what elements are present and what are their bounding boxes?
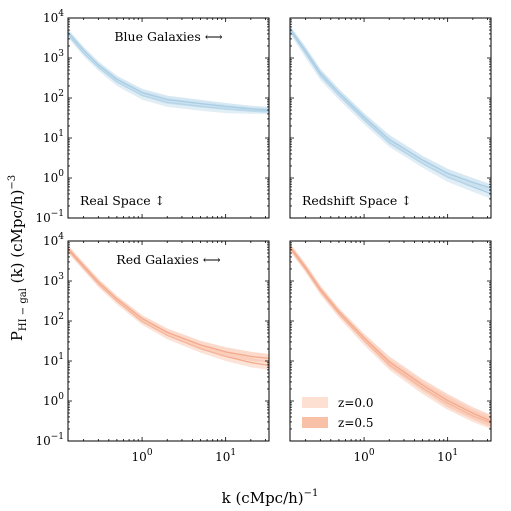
series-group	[290, 243, 491, 429]
x-axis-label-superscript: −1	[304, 488, 319, 499]
y-axis-label: PHI − gal (k) (cMpc/h)−3	[7, 175, 29, 341]
legend-swatch	[302, 397, 328, 408]
ticks	[290, 240, 491, 442]
line-z=0.0	[290, 247, 491, 424]
x-tick-label: 100	[354, 448, 375, 464]
x-axis-label: k (cMpc/h)−1	[222, 488, 319, 507]
panel-title: Blue Galaxies ⟷	[114, 29, 222, 44]
x-tick-label: 101	[437, 448, 458, 464]
y-tick-label: 100	[43, 169, 64, 185]
ticks	[68, 240, 269, 442]
legend-label: z=0.0	[338, 396, 373, 410]
panel-red-redshift: 100 101 z=0.0 z=0.5	[289, 240, 492, 464]
line-z=0.5	[290, 246, 491, 422]
line-z=0.5	[290, 28, 491, 189]
y-tick-label: 103	[43, 272, 64, 288]
y-axis-label-main: P	[8, 331, 26, 341]
y-axis-label-subscript: HI − gal	[18, 288, 29, 331]
panel-frame	[289, 17, 492, 219]
line-z=0.0	[290, 30, 491, 195]
y-axis-label-rest: (k) (cMpc/h)	[8, 190, 26, 289]
band-z=0.5	[290, 243, 491, 428]
y-tick-label: 104	[43, 232, 64, 248]
panel-blue-redshift: Redshift Space ↕	[289, 17, 492, 219]
y-tick-label: 101	[43, 129, 64, 145]
series-group	[290, 25, 491, 199]
panel-annotation: Real Space ↕	[80, 193, 165, 208]
y-tick-label: 102	[43, 89, 64, 105]
line-z=0.0	[68, 249, 269, 367]
panel-red-real: 10−1 100 101 102 103 104 100 101 Red Galaxies ⟷	[35, 232, 270, 464]
panel-frame	[67, 17, 270, 219]
line-z=0.5	[68, 247, 269, 360]
y-tick-label: 104	[43, 9, 64, 25]
y-tick-label: 101	[43, 352, 64, 368]
series-group	[68, 245, 269, 370]
x-axis-label-main: k (cMpc/h)	[222, 489, 304, 507]
ticks	[290, 17, 491, 219]
svg-text:k (cMpc/h)−1: k (cMpc/h)−1	[222, 488, 319, 507]
x-tick-label: 100	[132, 448, 153, 464]
y-axis-label-superscript: −3	[7, 175, 18, 190]
line-z=0.5	[68, 31, 269, 111]
band-z=0.0	[290, 26, 491, 199]
panel-annotation: Redshift Space ↕	[302, 193, 412, 208]
legend-label: z=0.5	[338, 416, 373, 430]
legend-swatch	[302, 417, 328, 428]
panel-frame	[67, 240, 270, 442]
y-tick-label: 10−1	[35, 432, 64, 448]
ticks	[68, 17, 269, 219]
legend: z=0.0 z=0.5	[302, 396, 373, 430]
panel-blue-real: 10−1 100 101 102 103 104 Blue Galaxies ⟷ Real S…	[35, 9, 270, 225]
y-tick-label: 102	[43, 312, 64, 328]
x-tick-label: 101	[215, 448, 236, 464]
band-z=0.5	[68, 29, 269, 114]
svg-text:PHI − gal (k) (cMpc/h)−3: PHI − gal (k) (cMpc/h)−3	[7, 175, 29, 341]
y-tick-label: 103	[43, 49, 64, 65]
series-group	[68, 29, 269, 114]
band-z=0.5	[290, 25, 491, 192]
panel-title: Red Galaxies ⟷	[116, 252, 221, 267]
y-tick-label: 10−1	[35, 209, 64, 225]
y-tick-label: 100	[43, 392, 64, 408]
panel-frame	[289, 240, 492, 442]
